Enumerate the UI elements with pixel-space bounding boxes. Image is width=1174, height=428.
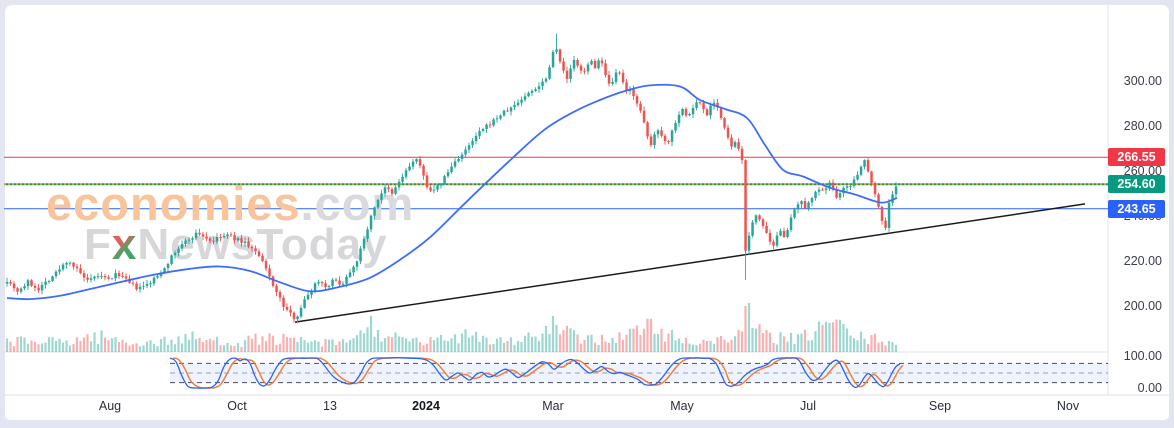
- price-level-badge-support[interactable]: 243.65: [1108, 199, 1165, 218]
- time-tick-label: 13: [323, 399, 337, 413]
- candles[interactable]: [5, 33, 898, 324]
- watermark-sub-x: x: [111, 220, 138, 269]
- time-tick-label: 2024: [412, 399, 440, 413]
- indicator-tick-label: 0.00: [1137, 381, 1162, 395]
- watermark-brand: economies: [46, 177, 301, 230]
- watermark-sub-f: F: [84, 220, 112, 269]
- price-tick-label: 280.00: [1123, 119, 1162, 133]
- stochastic-k-line: [169, 356, 901, 389]
- price-tick-label: 260.00: [1123, 164, 1162, 178]
- volume-bars: [5, 303, 898, 352]
- price-level-lines[interactable]: [4, 156, 1108, 210]
- trendline[interactable]: [294, 203, 1086, 323]
- time-tick-label: Mar: [542, 399, 564, 413]
- time-tick-label: Aug: [98, 399, 122, 413]
- stochastic-d-line: [172, 357, 904, 389]
- price-tick-label: 200.00: [1123, 299, 1162, 313]
- price-level-badge-current[interactable]: 254.60: [1108, 175, 1165, 194]
- time-tick-label: Nov: [1056, 399, 1080, 413]
- time-tick-label: Sep: [928, 399, 952, 413]
- time-tick-label: May: [670, 399, 694, 413]
- price-level-badge-resistance[interactable]: 266.55: [1108, 148, 1165, 167]
- price-tick-label: 220.00: [1123, 254, 1162, 268]
- time-tick-label: Jul: [800, 399, 816, 413]
- indicator-tick-label: 100.00: [1123, 349, 1162, 363]
- time-tick-label: Oct: [227, 399, 247, 413]
- price-tick-label: 300.00: [1123, 74, 1162, 88]
- moving-average-line: [6, 83, 898, 301]
